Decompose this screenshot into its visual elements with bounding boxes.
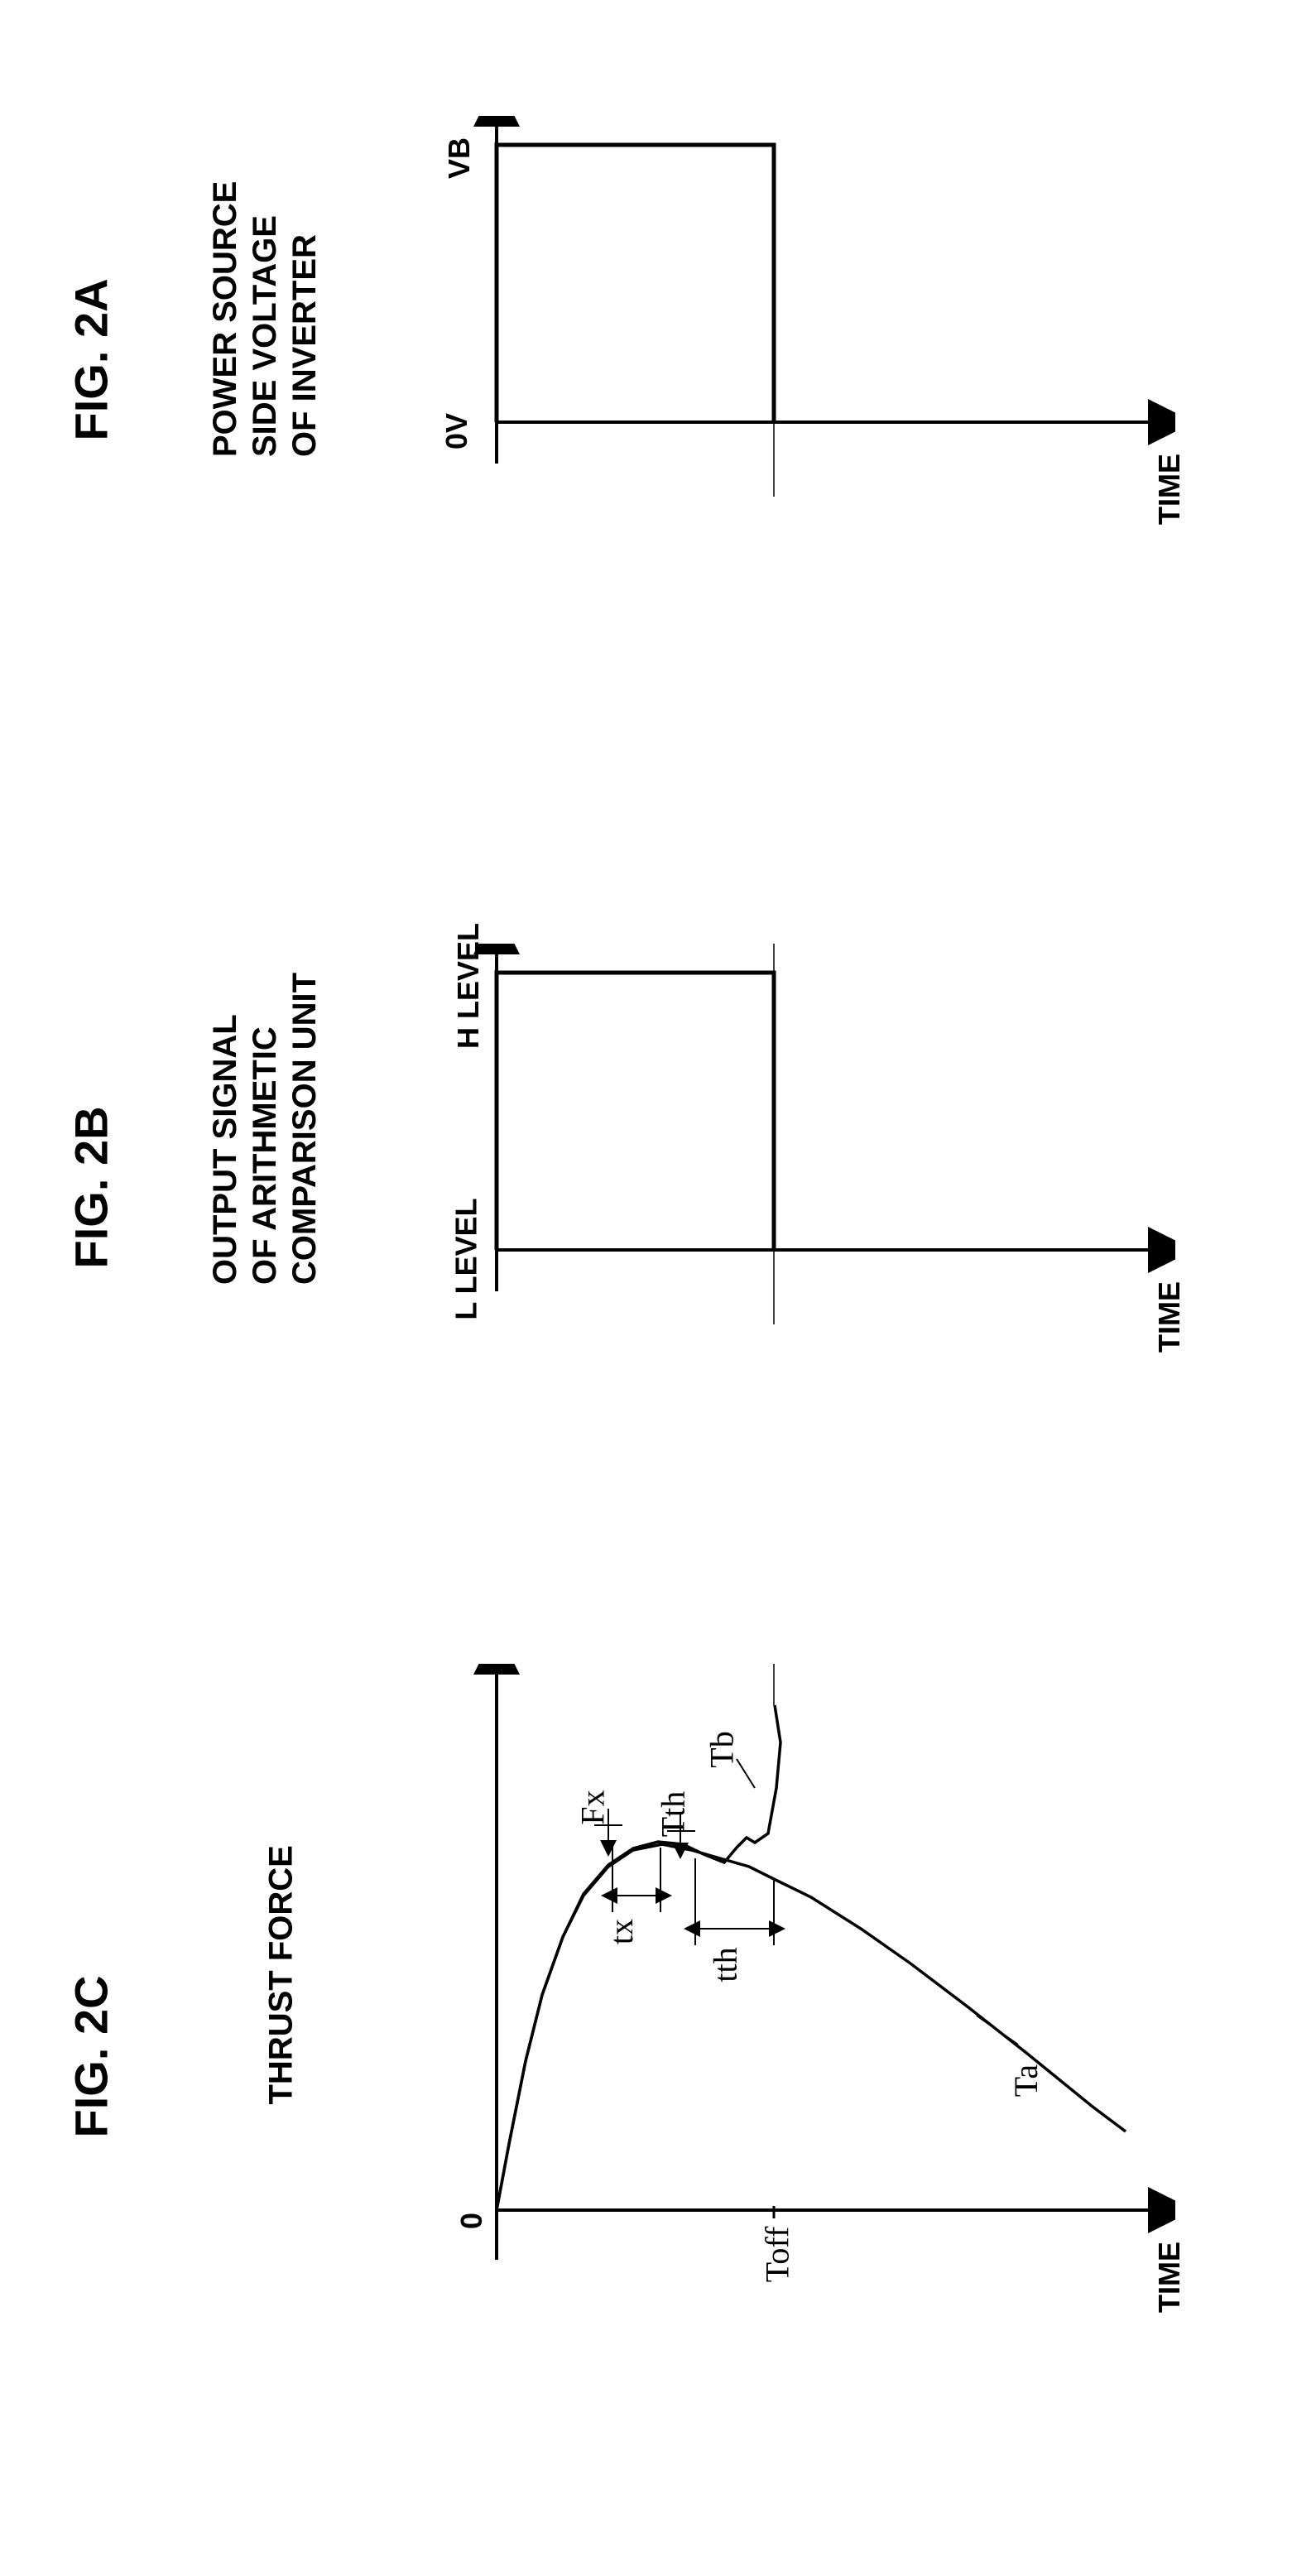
anno-tth-small: tth xyxy=(706,1947,745,1982)
anno-toff: Toff xyxy=(757,2227,796,2283)
label-hlevel: H LEVEL xyxy=(451,923,486,1049)
anno-tx: tx xyxy=(602,1919,641,1944)
label-time-a: TIME xyxy=(1152,454,1187,525)
chart-2b-svg xyxy=(447,944,1175,1324)
label-time-c: TIME xyxy=(1152,2242,1187,2313)
label-0v: 0V xyxy=(439,413,474,449)
chart-2c-svg xyxy=(447,1664,1175,2309)
chart-2b: H LEVEL L LEVEL TIME xyxy=(447,944,1175,1324)
label-zero: 0 xyxy=(454,2213,489,2229)
fig-label-2a: FIG. 2A xyxy=(65,342,118,441)
axis-label-2b: OUTPUT SIGNAL OF ARITHMETIC COMPARISON U… xyxy=(205,1185,324,1285)
anno-fx: Fx xyxy=(574,1790,612,1824)
fig-label-2c: FIG. 2C xyxy=(65,2039,118,2138)
anno-tth-big: Tth xyxy=(653,1791,692,1838)
chart-2c: 0 TIME Fx tx Tth tth Ta Tb Toff xyxy=(447,1664,1175,2309)
label-time-b: TIME xyxy=(1152,1281,1187,1353)
anno-tb: Tb xyxy=(703,1731,742,1767)
axis-label-2a: POWER SOURCE SIDE VOLTAGE OF INVERTER xyxy=(205,358,324,457)
label-vb: VB xyxy=(442,137,477,179)
fig-label-2b: FIG. 2B xyxy=(65,1170,118,1269)
chart-2a: VB 0V TIME xyxy=(447,116,1175,497)
chart-2a-svg xyxy=(447,116,1175,497)
anno-ta: Ta xyxy=(1006,2064,1045,2097)
axis-label-2c: THRUST FORCE xyxy=(263,2006,300,2105)
label-llevel: L LEVEL xyxy=(449,1198,484,1319)
